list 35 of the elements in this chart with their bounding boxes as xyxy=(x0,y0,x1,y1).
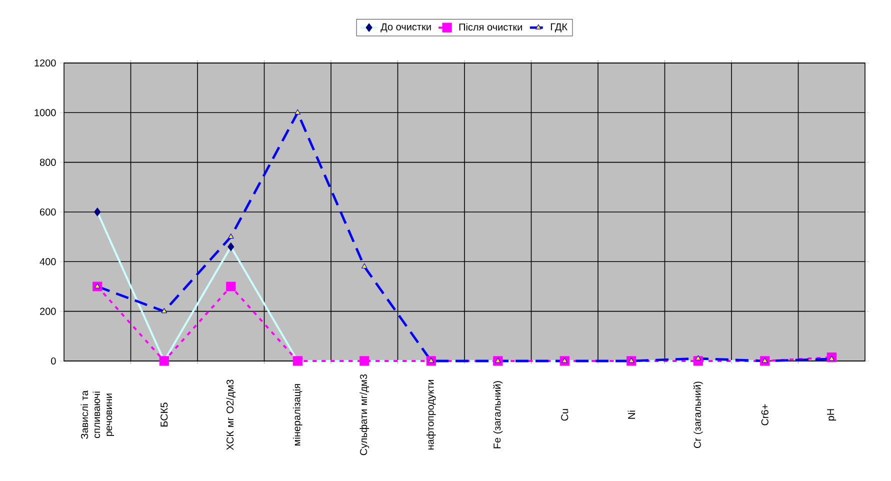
x-tick-label: Ni xyxy=(628,410,635,419)
point xyxy=(361,263,368,268)
x-tick-label: мінералізація xyxy=(292,384,302,446)
y-tick-label: 1200 xyxy=(34,59,56,67)
legend-label: До очистки xyxy=(380,23,431,32)
x-tick-label: Сульфати мг/дм3 xyxy=(360,374,370,456)
x-tick-label: pH xyxy=(827,409,836,421)
point xyxy=(562,358,568,363)
point xyxy=(428,358,434,363)
x-tick-label: Cu xyxy=(561,409,568,421)
x-tick-label: Fe (загальний) xyxy=(493,381,503,448)
point xyxy=(828,356,835,361)
point xyxy=(628,358,634,363)
legend-label: ГДК xyxy=(550,23,568,32)
point xyxy=(228,234,234,239)
y-tick-label: 800 xyxy=(40,158,56,166)
x-tick-label: Завислі та спливаючі речовини xyxy=(80,390,114,439)
point xyxy=(762,358,768,363)
point xyxy=(294,109,301,114)
y-tick-label: 200 xyxy=(40,308,56,315)
x-tick-label: ХСК мг О2/дм3 xyxy=(226,380,236,450)
x-tick-label: Cr (загальний) xyxy=(693,382,703,448)
y-tick-label: 400 xyxy=(40,258,56,266)
x-tick-label: Cr6+ xyxy=(761,404,768,426)
point xyxy=(494,358,501,363)
x-tick-label: БСК5 xyxy=(160,402,168,426)
point xyxy=(161,308,168,314)
point xyxy=(226,282,236,292)
y-tick-label: 0 xyxy=(51,357,56,365)
legend-label: Після очистки xyxy=(459,23,522,31)
y-tick-label: 600 xyxy=(40,208,56,216)
y-tick-label: 1000 xyxy=(34,109,56,116)
x-tick-label: нафтопродукти xyxy=(426,380,436,450)
point xyxy=(695,355,702,360)
point xyxy=(94,283,100,288)
